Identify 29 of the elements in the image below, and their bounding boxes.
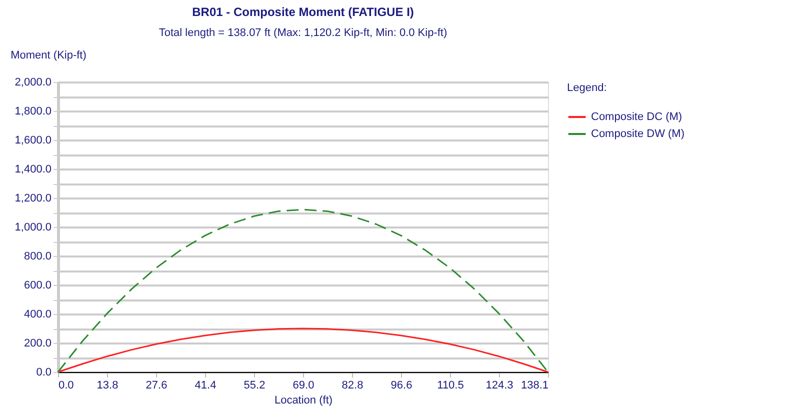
y-tick-label: 400.0: [24, 308, 52, 320]
y-tick-label: 1,600.0: [14, 134, 52, 146]
x-tick-label: 110.5: [437, 380, 464, 392]
x-axis-title: Location (ft): [274, 394, 333, 406]
y-tick-label: 0.0: [36, 366, 52, 378]
y-tick-label: 1,400.0: [14, 164, 52, 176]
x-tick-label: 82.8: [342, 380, 364, 392]
x-tick-label: 55.2: [244, 380, 266, 392]
chart-subtitle: Total length = 138.07 ft (Max: 1,120.2 Kip-ft, Min: 0.0 Kip-ft): [158, 27, 448, 39]
x-tick-label: 69.0: [292, 380, 314, 392]
y-tick-label: 1,000.0: [14, 222, 52, 234]
x-tick-label: 27.6: [146, 380, 168, 392]
y-tick-label: 200.0: [24, 338, 52, 350]
chart-title: BR01 - Composite Moment (FATIGUE I): [192, 5, 414, 19]
legend-label: Composite DW (M): [591, 128, 685, 140]
x-tick-label: 41.4: [194, 380, 216, 392]
y-tick-label: 1,800.0: [14, 106, 52, 118]
x-tick-label: 0.0: [58, 380, 74, 392]
legend-label: Composite DC (M): [591, 111, 682, 123]
y-tick-label: 600.0: [24, 280, 52, 292]
x-tick-label: 13.8: [96, 380, 118, 392]
y-tick-label: 1,200.0: [14, 192, 52, 204]
y-tick-label: 2,000.0: [14, 76, 52, 88]
y-tick-label: 800.0: [24, 250, 52, 262]
y-axis-title: Moment (Kip-ft): [10, 50, 86, 62]
x-tick-label: 138.1: [520, 380, 548, 392]
x-tick-label: 96.6: [390, 380, 412, 392]
legend-title: Legend:: [567, 82, 607, 94]
x-tick-label: 124.3: [486, 380, 514, 392]
